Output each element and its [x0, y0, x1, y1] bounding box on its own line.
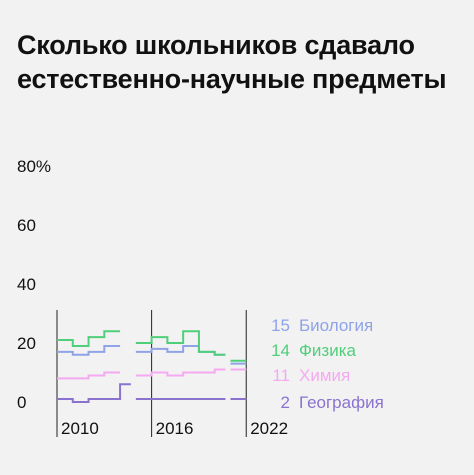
series-line-Химия [57, 368, 247, 380]
y-tick-label: 20 [17, 334, 36, 353]
series-line-Физика [57, 330, 247, 362]
legend-value: 11 [272, 366, 290, 385]
chart-title: Сколько школьников сдавало естественно-н… [17, 30, 447, 94]
series-lines [57, 330, 247, 403]
y-tick-label: 40 [17, 275, 36, 294]
y-tick-label: 80% [17, 157, 51, 176]
x-axis-ticks: 2010 2016 2022 [61, 419, 288, 438]
legend-name: Физика [299, 341, 357, 360]
x-tick-label: 2010 [61, 419, 99, 438]
legend-value: 2 [281, 393, 290, 412]
legend: 15 Биология 14 Физика 11 Химия 2 География [271, 316, 384, 412]
x-tick-label: 2022 [250, 419, 288, 438]
legend-name: Химия [299, 366, 350, 385]
y-tick-label: 0 [17, 393, 26, 412]
x-tick-label: 2016 [156, 419, 194, 438]
y-tick-label: 60 [17, 216, 36, 235]
series-line-География [57, 383, 247, 403]
y-axis-ticks: 80% 60 40 20 0 [17, 157, 51, 412]
legend-name: Биология [299, 316, 373, 335]
legend-name: География [299, 393, 384, 412]
legend-value: 14 [271, 341, 290, 360]
legend-value: 15 [271, 316, 290, 335]
